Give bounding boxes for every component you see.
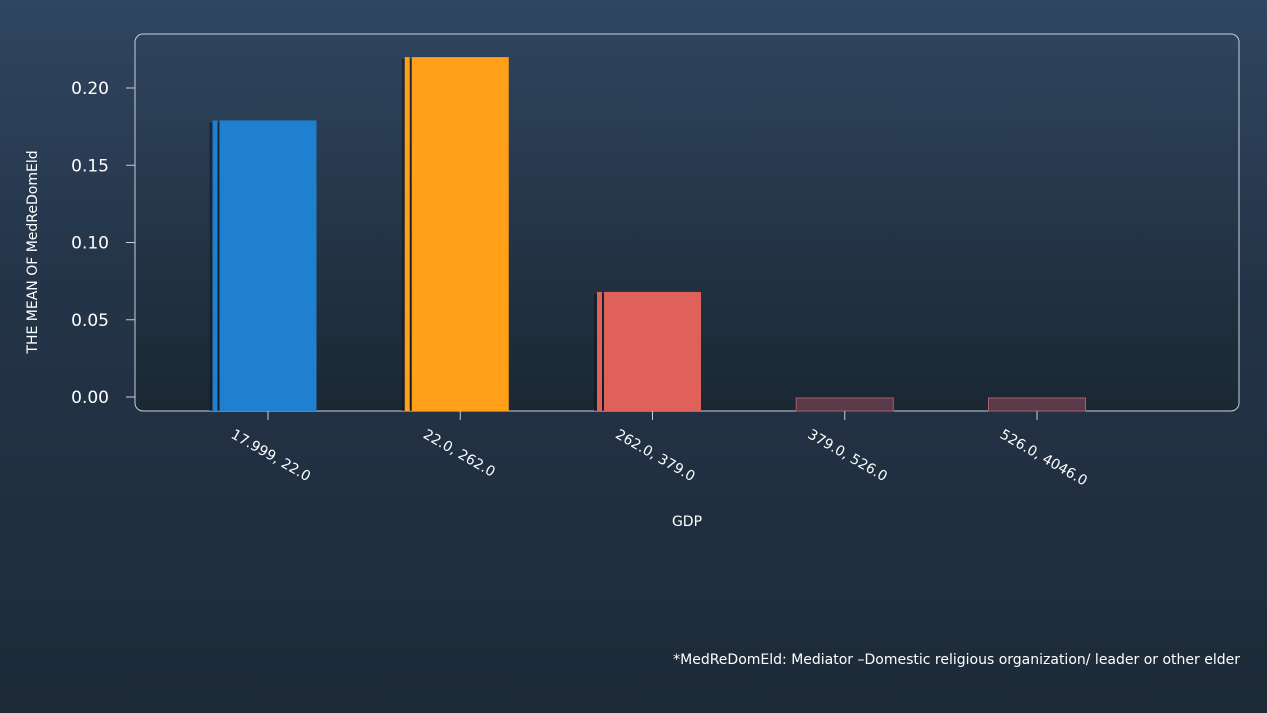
x-axis-title: GDP xyxy=(672,514,702,530)
bars xyxy=(209,57,1086,412)
bar-edge xyxy=(404,57,410,411)
x-tick-label: 17.999, 22.0 xyxy=(228,427,313,485)
y-tick-label: 0.15 xyxy=(71,156,109,176)
y-tick-label: 0.00 xyxy=(71,388,109,408)
bar xyxy=(795,397,894,412)
y-axis-ticks: 0.00 0.05 0.10 0.15 0.20 xyxy=(71,79,135,408)
x-tick-label: 379.0, 526.0 xyxy=(805,427,890,485)
x-axis-ticks: 17.999, 22.0 22.0, 262.0 262.0, 379.0 379.0… xyxy=(228,411,1090,489)
footnote: *MedReDomEld: Mediator –Domestic religio… xyxy=(673,652,1240,668)
bar-edge xyxy=(597,291,602,411)
x-tick-label: 526.0, 4046.0 xyxy=(997,427,1090,490)
y-axis-title: THE MEAN OF MedReDomEld xyxy=(25,150,41,354)
bar xyxy=(411,57,509,411)
bar xyxy=(604,291,701,411)
bar xyxy=(219,120,317,411)
y-tick-label: 0.10 xyxy=(71,234,109,254)
y-tick-label: 0.05 xyxy=(71,311,109,331)
bar-edge xyxy=(212,120,218,411)
y-tick-label: 0.20 xyxy=(71,79,109,99)
x-tick-label: 262.0, 379.0 xyxy=(613,427,698,485)
x-tick-label: 22.0, 262.0 xyxy=(420,427,497,481)
bar xyxy=(988,397,1086,412)
